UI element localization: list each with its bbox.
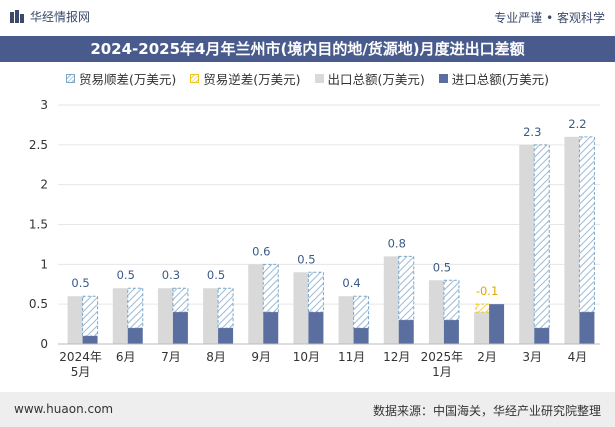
export-bar xyxy=(67,296,83,344)
x-tick-label: 7月 xyxy=(161,350,181,364)
y-tick-label: 1 xyxy=(40,257,48,271)
x-tick-label: 2月 xyxy=(477,350,497,364)
balance-label: 2.2 xyxy=(568,117,586,131)
x-tick-label: 4月 xyxy=(568,350,588,364)
x-tick-label: 9月 xyxy=(251,350,271,364)
legend-item-surplus[interactable]: 贸易顺差(万美元) xyxy=(65,68,177,88)
import-bar xyxy=(172,312,188,344)
brand[interactable]: 华经情报网 xyxy=(10,8,90,25)
legend-swatch-export xyxy=(314,73,324,83)
footer-website[interactable]: www.huaon.com xyxy=(14,402,114,416)
y-tick-label: 2.5 xyxy=(29,138,48,152)
export-bar xyxy=(383,256,399,344)
surplus-bar xyxy=(82,295,99,337)
x-tick-label: 6月 xyxy=(116,350,136,364)
top-bar: 华经情报网 专业严谨 • 客观科学 xyxy=(0,0,615,36)
grid-lines xyxy=(58,104,600,345)
y-tick-label: 2 xyxy=(40,178,48,192)
export-bar xyxy=(428,280,444,344)
export-bar xyxy=(112,288,128,344)
legend-item-export[interactable]: 出口总额(万美元) xyxy=(314,68,425,88)
legend-label-deficit: 贸易逆差(万美元) xyxy=(203,71,301,87)
x-tick-label: 8月 xyxy=(206,350,226,364)
balance-label: 0.5 xyxy=(297,252,315,266)
legend-label-surplus: 贸易顺差(万美元) xyxy=(78,71,177,87)
balance-label: 0.3 xyxy=(162,268,180,282)
export-bar xyxy=(338,296,354,344)
surplus-bar xyxy=(172,287,189,313)
value-labels: 0.5 0.5 0.3 0.5 0.6 0.5 0.4 0.8 0.5 -0.1 2.3 2.2 xyxy=(71,117,586,298)
surplus-bar xyxy=(578,136,595,313)
surplus-bar xyxy=(307,271,324,313)
y-tick-label: 1.5 xyxy=(29,218,48,232)
import-bar xyxy=(579,312,595,344)
import-bar xyxy=(489,304,505,344)
export-bar xyxy=(293,272,309,344)
x-tick-label: 2025年 xyxy=(421,350,464,364)
x-tick-label: 11月 xyxy=(338,350,365,364)
balance-label: 0.5 xyxy=(71,276,89,290)
balance-label: 2.3 xyxy=(523,125,541,139)
x-tick-label: 3月 xyxy=(522,350,542,364)
y-tick-label: 0.5 xyxy=(29,297,48,311)
brand-logo-icon xyxy=(10,9,24,23)
import-bar xyxy=(218,328,234,344)
export-bar xyxy=(248,264,264,344)
surplus-bar xyxy=(217,287,234,329)
brand-name: 华经情报网 xyxy=(30,10,91,24)
balance-label: 0.6 xyxy=(252,244,270,258)
legend-swatch-surplus xyxy=(65,73,75,83)
export-bar xyxy=(564,136,580,344)
import-bar xyxy=(443,320,459,344)
surplus-bar xyxy=(353,295,370,329)
balance-label: 0.8 xyxy=(388,236,406,250)
footer-source: 数据来源：中国海关，华经产业研究院整理 xyxy=(372,404,601,418)
legend-item-import[interactable]: 进口总额(万美元) xyxy=(438,68,550,88)
legend-item-deficit[interactable]: 贸易逆差(万美元) xyxy=(190,68,301,88)
legend-swatch-import xyxy=(438,73,448,83)
balance-label: -0.1 xyxy=(476,284,498,298)
import-bar xyxy=(82,336,98,344)
legend: 贸易顺差(万美元) 贸易逆差(万美元) 出口总额(万美元) 进口总额(万美元) xyxy=(0,68,615,88)
legend-label-export: 出口总额(万美元) xyxy=(327,71,425,87)
y-tick-label: 3 xyxy=(40,98,48,112)
x-tick-label: 2024年 xyxy=(59,350,102,364)
surplus-bar xyxy=(533,144,550,329)
balance-label: 0.4 xyxy=(342,276,360,290)
slogan: 专业严谨 • 客观科学 xyxy=(494,11,605,25)
surplus-bar xyxy=(443,279,460,321)
legend-label-import: 进口总额(万美元) xyxy=(451,71,550,87)
export-bar xyxy=(519,144,535,344)
y-tick-label: 0 xyxy=(40,337,48,351)
surplus-bar xyxy=(398,255,415,321)
surplus-bar xyxy=(127,287,144,329)
x-tick-label: 1月 xyxy=(432,365,452,379)
export-bar xyxy=(474,312,490,344)
balance-label: 0.5 xyxy=(433,260,451,274)
surplus-bar xyxy=(262,263,279,313)
export-bar xyxy=(157,288,173,344)
balance-label: 0.5 xyxy=(207,268,225,282)
x-tick-label: 5月 xyxy=(71,365,91,379)
chart-title: 2024-2025年4月年兰州市(境内目的地/货源地)月度进出口差额 xyxy=(0,36,615,62)
deficit-bar xyxy=(475,303,492,313)
import-bar xyxy=(398,320,414,344)
export-bar xyxy=(203,288,219,344)
import-bar xyxy=(308,312,324,344)
x-tick-label: 12月 xyxy=(383,350,410,364)
import-bar xyxy=(127,328,143,344)
balance-label: 0.5 xyxy=(117,268,135,282)
x-tick-label: 10月 xyxy=(293,350,320,364)
import-bar xyxy=(263,312,279,344)
bars xyxy=(67,136,595,344)
import-bar xyxy=(353,328,369,344)
footer: www.huaon.com 数据来源：中国海关，华经产业研究院整理 xyxy=(0,392,615,427)
chart-area: 0.50.5 0.3 0.50.60.50.40.80.5-0.12.32.2 00… xyxy=(29,98,600,379)
import-bar xyxy=(534,328,550,344)
legend-swatch-deficit xyxy=(190,73,200,83)
